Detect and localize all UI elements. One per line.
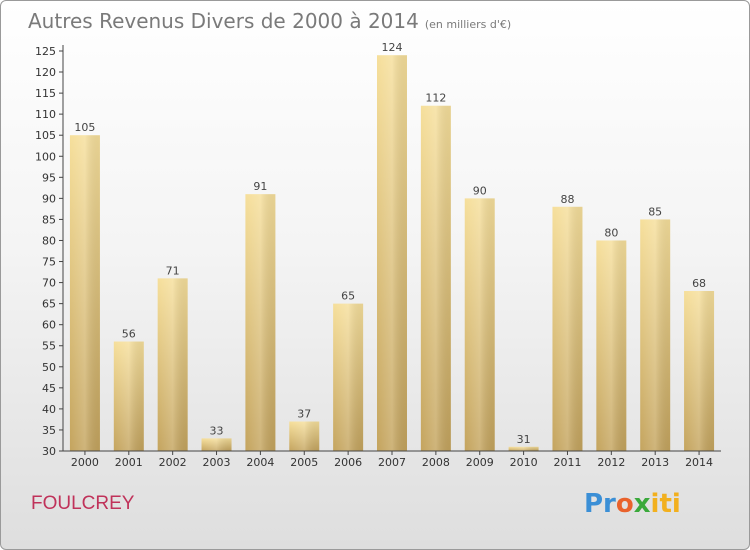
y-tick-label: 115 [35, 87, 56, 100]
data-label-2009: 90 [473, 184, 487, 197]
y-tick-label: 80 [42, 234, 56, 247]
y-tick-label: 110 [35, 108, 56, 121]
x-tick-label-2001: 2001 [115, 456, 143, 469]
bar-shade-2002 [157, 278, 188, 451]
bars: 105 56 71 33 91 37 65 124 112 90 31 88 80 85 68 [69, 41, 715, 452]
data-label-2006: 65 [341, 290, 355, 303]
logo-part-iti: iti [650, 489, 681, 519]
y-tick-label: 120 [35, 66, 56, 79]
x-tick-label-2004: 2004 [246, 456, 274, 469]
chart-title-main: Autres Revenus Divers de 2000 à 2014 [28, 9, 419, 33]
bar-shade-2003 [201, 438, 232, 451]
data-label-2000: 105 [74, 121, 95, 134]
y-tick-label: 60 [42, 319, 56, 332]
x-tick-label-2002: 2002 [159, 456, 187, 469]
x-tick-label-2006: 2006 [334, 456, 362, 469]
data-label-2012: 80 [604, 226, 618, 239]
y-tick-label: 55 [42, 340, 56, 353]
logo-part-o: o [615, 489, 634, 519]
chart-title: Autres Revenus Divers de 2000 à 2014 (en … [28, 9, 511, 33]
data-label-2005: 37 [297, 408, 311, 421]
x-tick-label-2007: 2007 [378, 456, 406, 469]
data-label-2004: 91 [253, 180, 267, 193]
data-label-2003: 33 [210, 424, 224, 437]
data-label-2008: 112 [425, 92, 446, 105]
y-tick-label: 30 [42, 445, 56, 458]
y-tick-label: 45 [42, 382, 56, 395]
y-tick-label: 35 [42, 424, 56, 437]
x-tick-label-2011: 2011 [553, 456, 581, 469]
x-tick-label-2013: 2013 [641, 456, 669, 469]
bar-shade-2006 [333, 303, 364, 451]
y-tick-label: 90 [42, 192, 56, 205]
y-tick-label: 100 [35, 150, 56, 163]
x-tick-label-2010: 2010 [510, 456, 538, 469]
data-label-2014: 68 [692, 277, 706, 290]
bar-shade-2005 [289, 421, 320, 451]
data-label-2007: 124 [382, 41, 403, 54]
data-label-2011: 88 [560, 193, 574, 206]
x-axis: 2000 2001 2002 2003 2004 2005 2006 2007 2008 2009… [63, 450, 721, 469]
data-label-2001: 56 [122, 328, 136, 341]
y-tick-label: 95 [42, 171, 56, 184]
y-tick-label: 85 [42, 213, 56, 226]
data-label-2013: 85 [648, 205, 662, 218]
bar-shade-2001 [113, 341, 144, 451]
chart-title-unit: (en milliers d'€) [424, 18, 512, 31]
x-tick-label-2005: 2005 [290, 456, 318, 469]
y-axis: 30 35 40 45 50 55 60 65 70 75 80 85 90 95 100 105 110 115… [35, 45, 64, 458]
proxiti-logo: Proxiti [584, 489, 681, 519]
y-tick-label: 105 [35, 129, 56, 142]
data-label-2002: 71 [166, 264, 180, 277]
x-tick-label-2003: 2003 [203, 456, 231, 469]
bar-shade-2000 [69, 135, 100, 452]
bar-shade-2007 [377, 55, 407, 452]
bar-shade-2010 [508, 446, 539, 451]
y-tick-label: 75 [42, 256, 56, 269]
x-tick-label-2008: 2008 [422, 456, 450, 469]
y-tick-label: 125 [35, 45, 56, 58]
bar-shade-2014 [684, 291, 715, 451]
y-tick-label: 40 [42, 403, 56, 416]
data-label-2010: 31 [517, 433, 531, 446]
bar-shade-2009 [464, 198, 495, 451]
logo-part-pr: Pr [584, 489, 616, 519]
commune-name: FOULCREY [31, 493, 135, 514]
x-tick-label-2009: 2009 [466, 456, 494, 469]
x-tick-label-2014: 2014 [685, 456, 713, 469]
bar-shade-2008 [420, 105, 451, 451]
x-tick-label-2000: 2000 [71, 456, 99, 469]
y-tick-label: 50 [42, 361, 56, 374]
bar-shade-2013 [640, 219, 671, 451]
y-tick-label: 65 [42, 298, 56, 311]
bar-shade-2011 [552, 206, 583, 451]
logo-part-x: x [633, 489, 651, 519]
x-tick-label-2012: 2012 [597, 456, 625, 469]
bar-shade-2012 [596, 240, 627, 451]
y-tick-label: 70 [42, 277, 56, 290]
bar-shade-2004 [245, 194, 276, 451]
